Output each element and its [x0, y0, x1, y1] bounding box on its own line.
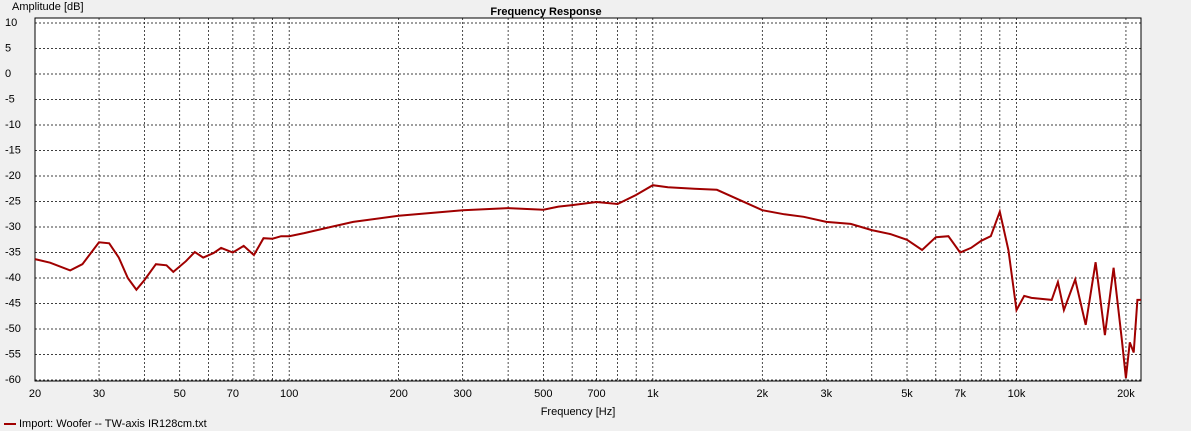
y-tick-label: -35 — [5, 246, 21, 258]
y-axis-label: Amplitude [dB] — [12, 1, 84, 13]
x-tick-label: 30 — [93, 388, 105, 400]
y-tick-label: -45 — [5, 297, 21, 309]
x-tick-label: 700 — [587, 388, 605, 400]
chart-title: Frequency Response — [490, 6, 601, 18]
data-line — [34, 184, 1141, 379]
x-tick-label: 2k — [756, 388, 768, 400]
x-tick-label: 10k — [1008, 388, 1026, 400]
x-tick-label: 100 — [280, 388, 298, 400]
x-tick-label: 300 — [454, 388, 472, 400]
x-tick-label: 50 — [174, 388, 186, 400]
x-tick-label: 200 — [389, 388, 407, 400]
y-tick-label: -15 — [5, 144, 21, 156]
x-tick-label: 5k — [901, 388, 913, 400]
plot-area — [34, 17, 1142, 382]
y-tick-label: -5 — [5, 93, 15, 105]
x-tick-label: 20 — [29, 388, 41, 400]
x-tick-label: 7k — [954, 388, 966, 400]
y-tick-label: -60 — [5, 374, 21, 386]
y-tick-label: -10 — [5, 119, 21, 131]
y-tick-label: -25 — [5, 195, 21, 207]
x-tick-label: 1k — [647, 388, 659, 400]
legend-label: Import: Woofer -- TW-axis IR128cm.txt — [19, 418, 207, 430]
y-tick-label: -55 — [5, 348, 21, 360]
x-tick-label: 70 — [227, 388, 239, 400]
y-tick-label: -40 — [5, 272, 21, 284]
y-tick-label: 0 — [5, 68, 11, 80]
y-tick-label: 5 — [5, 42, 11, 54]
x-tick-label: 500 — [534, 388, 552, 400]
x-tick-label: 20k — [1117, 388, 1135, 400]
x-axis-label: Frequency [Hz] — [541, 406, 616, 418]
y-tick-label: -50 — [5, 323, 21, 335]
x-tick-label: 3k — [821, 388, 833, 400]
y-tick-label: -20 — [5, 170, 21, 182]
y-tick-label: 10 — [5, 17, 17, 29]
y-tick-label: -30 — [5, 221, 21, 233]
